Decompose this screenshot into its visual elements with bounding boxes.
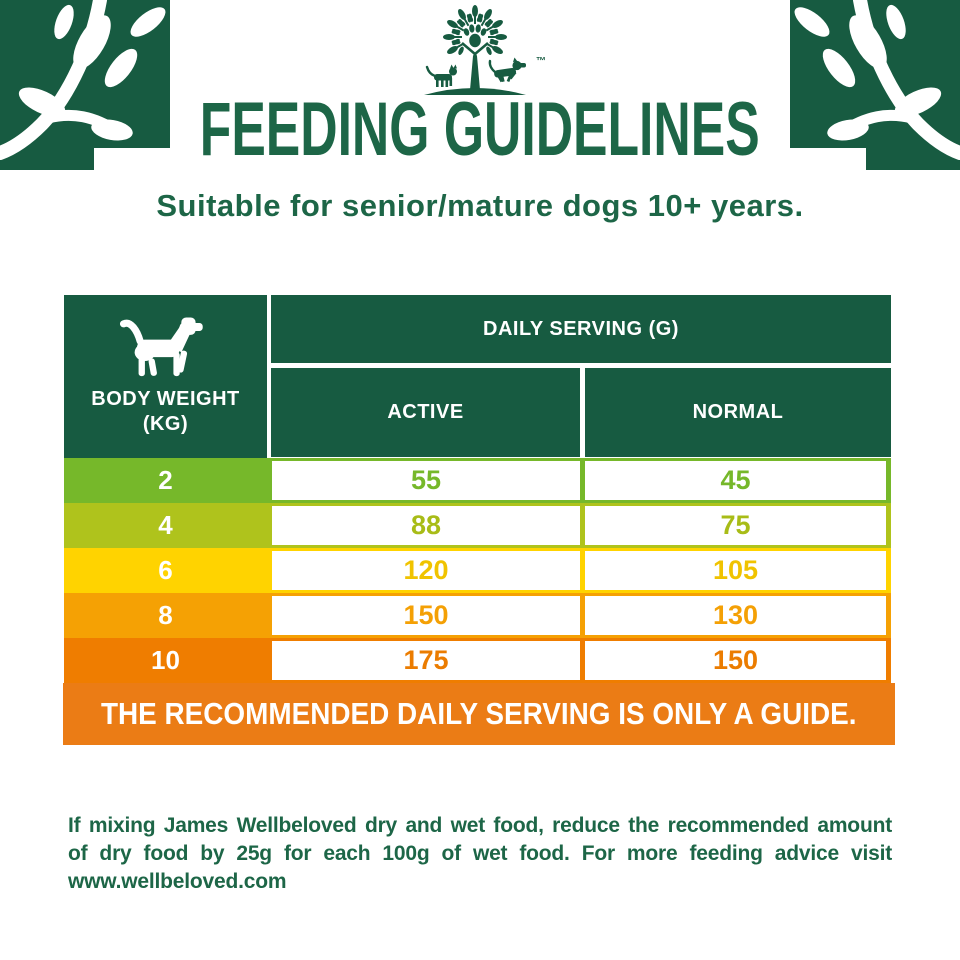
weight-cell: 10 (151, 645, 180, 675)
dog-icon (118, 311, 213, 381)
brand-tree-logo: ™ (410, 4, 550, 98)
tree-paw-logo-icon: ™ (424, 5, 546, 95)
active-serving-cell: 120 (272, 551, 580, 590)
trademark-symbol: ™ (536, 56, 546, 67)
active-serving-cell: 55 (272, 461, 580, 500)
header-normal-column: NORMAL (585, 368, 891, 457)
footer-website-url: www.wellbeloved.com (68, 870, 287, 893)
footer-line: of dry food by 25g for each 100g of wet … (68, 842, 892, 865)
normal-serving-cell: 130 (585, 596, 886, 635)
normal-serving-cell: 150 (585, 641, 886, 680)
table-body: 2 4 6 8 10 55 88 120 150 175 45 75 105 1… (64, 458, 891, 683)
active-serving-cell: 150 (272, 596, 580, 635)
leaf-decoration-top-left (0, 0, 175, 172)
leaf-branch-art (790, 0, 960, 170)
dog-silhouette-icon (488, 57, 526, 83)
leaf-branch-art (0, 0, 170, 170)
dog-icon (119, 317, 203, 377)
footer-note: If mixing James Wellbeloved dry and wet … (68, 812, 892, 896)
normal-serving-cell: 75 (585, 506, 886, 545)
weight-cell: 6 (158, 555, 173, 585)
header-body-weight: BODY WEIGHT (KG) (64, 295, 267, 458)
header-daily-serving: DAILY SERVING (G) (271, 295, 891, 363)
active-serving-cell: 88 (272, 506, 580, 545)
body-weight-label: BODY WEIGHT (91, 388, 240, 410)
page-title: FEEDING GUIDELINES (200, 87, 760, 172)
header-active-column: ACTIVE (271, 368, 580, 457)
leaf-decoration-top-right (785, 0, 960, 172)
normal-serving-cell: 105 (585, 551, 886, 590)
weight-cell: 4 (158, 510, 173, 540)
weight-cell: 8 (158, 600, 173, 630)
cat-silhouette-icon (425, 64, 457, 87)
guide-banner: THE RECOMMENDED DAILY SERVING IS ONLY A … (63, 683, 895, 745)
active-serving-cell: 175 (272, 641, 580, 680)
feeding-table: BODY WEIGHT (KG) DAILY SERVING (G) ACTIV… (63, 295, 895, 745)
paw-print-icon (463, 24, 487, 48)
body-weight-unit: (KG) (142, 413, 189, 435)
normal-serving-cell: 45 (585, 461, 886, 500)
weight-cell: 2 (158, 465, 173, 495)
guide-banner-text: THE RECOMMENDED DAILY SERVING IS ONLY A … (101, 696, 857, 731)
page-subtitle: Suitable for senior/mature dogs 10+ year… (156, 188, 804, 223)
footer-line: If mixing James Wellbeloved dry and wet … (68, 814, 892, 837)
